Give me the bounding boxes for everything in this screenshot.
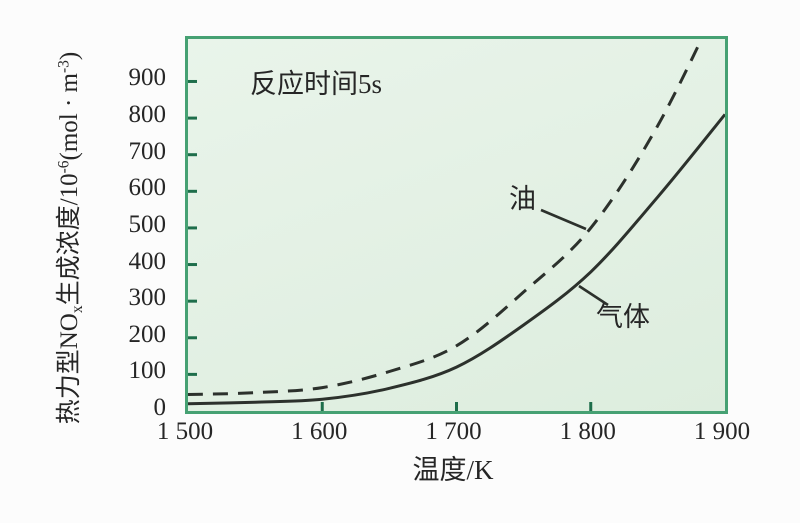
y-tick-label: 900: [128, 64, 167, 92]
plot-svg: [188, 39, 725, 411]
y-tick-label: 0: [153, 394, 167, 421]
oil-curve-label: 油: [509, 184, 536, 214]
y-axis-title: 热力型NOx生成浓度/10-6(mol · m-3): [49, 52, 87, 424]
y-tick-label: 200: [128, 320, 167, 348]
x-tick-label: 1 900: [693, 418, 751, 445]
x-tick-label: 1 700: [425, 418, 482, 445]
x-axis-title: 温度/K: [412, 455, 494, 485]
y-axis-title-text-1: 热力型NO: [55, 313, 83, 425]
oil-curve: [188, 39, 704, 396]
y-tick-label: 100: [128, 357, 167, 385]
y-axis-title-text-3: (mol · m: [55, 73, 83, 161]
y-tick-label: 300: [128, 284, 167, 312]
y-tick-label: 500: [128, 210, 167, 238]
x-tick-label: 1 800: [559, 418, 616, 445]
tick-marks: [188, 79, 593, 411]
y-axis-title-text-4: ): [55, 51, 83, 61]
oil-label-leader-line: [540, 208, 587, 231]
y-axis-title-text-2: 生成浓度/10: [55, 173, 83, 306]
gas-curve-label: 气体: [596, 302, 650, 332]
plot-area: [185, 36, 728, 414]
y-tick-label: 400: [128, 247, 167, 275]
y-axis-title-sup-exp2: -3: [55, 60, 73, 74]
gas-curve: [188, 113, 725, 406]
x-tick-label: 1 600: [291, 418, 348, 445]
y-axis-title-sup-exp: -6: [55, 160, 73, 174]
y-tick-label: 600: [128, 174, 167, 202]
curves: [188, 39, 725, 406]
gas-label-leader-line: [578, 284, 609, 307]
x-tick-label: 1 500: [156, 418, 214, 445]
y-tick-label: 800: [128, 101, 167, 129]
y-axis-title-sub-x: x: [69, 305, 87, 314]
y-tick-label: 700: [128, 137, 167, 165]
leader-lines: [540, 208, 609, 307]
annotation-reaction-time: 反应时间5s: [250, 69, 383, 99]
